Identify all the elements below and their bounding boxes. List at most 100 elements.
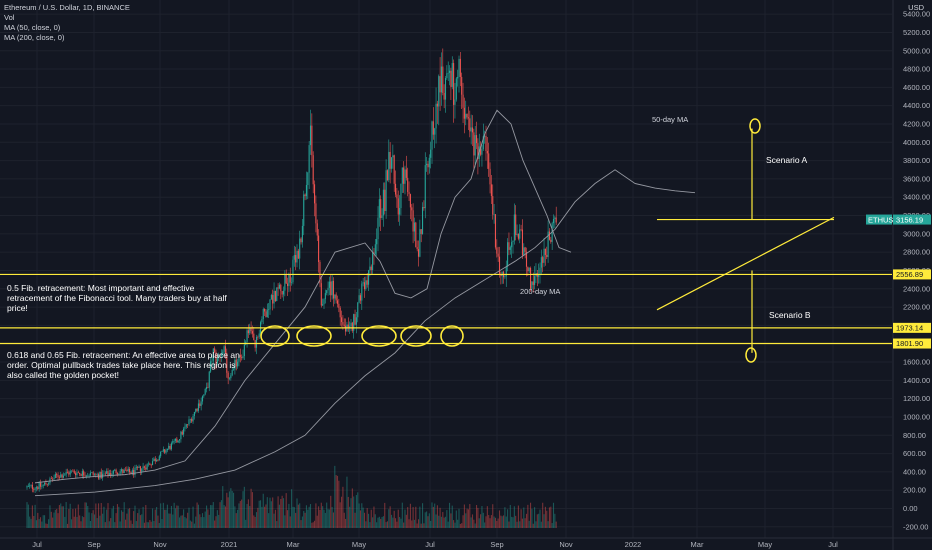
candle-body <box>546 254 548 258</box>
candle-body <box>482 136 484 150</box>
candle-body <box>77 472 79 473</box>
y-tick-label: 0.00 <box>903 504 918 513</box>
candle-body <box>323 299 325 305</box>
volume-bar <box>108 521 110 528</box>
candle-body <box>351 322 353 331</box>
candle-body <box>37 487 39 489</box>
currency-label[interactable]: USD <box>908 3 924 12</box>
volume-bar <box>284 515 286 528</box>
volume-bar <box>488 514 490 528</box>
y-tick-label: 2800.00 <box>903 248 930 257</box>
volume-bar <box>239 501 241 528</box>
candle-body <box>92 472 94 475</box>
y-tick-label: 1600.00 <box>903 358 930 367</box>
volume-bar <box>440 516 442 528</box>
candle-body <box>282 290 285 295</box>
volume-bar <box>312 522 314 528</box>
volume-bar <box>370 509 372 528</box>
volume-bar <box>170 505 172 528</box>
candle-body <box>393 155 395 184</box>
candle-body <box>166 448 168 451</box>
candle-body <box>103 473 105 475</box>
volume-bar <box>215 516 217 528</box>
volume-bar <box>84 502 86 528</box>
candle-body <box>307 172 309 185</box>
candle-body <box>35 487 37 489</box>
ma50-label: 50-day MA <box>652 115 689 124</box>
candle-body <box>319 261 321 284</box>
candle-body <box>214 348 216 352</box>
volume-bar <box>355 495 357 528</box>
volume-bar <box>470 517 472 528</box>
candle-body <box>492 196 494 215</box>
volume-bar <box>85 502 87 528</box>
candle-body <box>548 231 550 240</box>
candle-body <box>440 66 442 93</box>
candle-body <box>93 474 96 475</box>
volume-bar <box>66 523 69 528</box>
y-tick-label: 1400.00 <box>903 376 930 385</box>
candle-body <box>160 451 162 457</box>
candle-body <box>427 163 429 168</box>
volume-bar <box>362 507 364 528</box>
volume-bar <box>289 516 291 528</box>
volume-bar <box>422 503 424 528</box>
volume-bar <box>158 523 160 528</box>
volume-bar <box>137 513 139 528</box>
candle-body <box>543 248 545 263</box>
time-axis[interactable]: Jul Sep Nov 2021 Mar May Jul Sep Nov 2022 Mar May Ju… <box>0 537 932 549</box>
volume-bar <box>37 512 39 528</box>
volume-bar <box>443 517 445 528</box>
candle-body <box>255 336 258 348</box>
volume-bar <box>319 509 321 528</box>
candle-body <box>489 168 491 185</box>
volume-bar <box>228 491 231 528</box>
candle-body <box>455 78 457 100</box>
candle-body <box>261 318 263 323</box>
candle-body <box>511 242 513 248</box>
candle-body <box>420 229 422 234</box>
candle-body <box>158 456 160 461</box>
candle-body <box>237 361 239 367</box>
volume-bar <box>366 508 368 528</box>
candle-body <box>432 121 434 135</box>
candle-body <box>273 290 275 304</box>
candle-body <box>179 439 181 441</box>
volume-bar <box>261 506 263 528</box>
volume-bar <box>523 507 525 528</box>
candle-body <box>249 327 251 334</box>
volume-bar <box>397 509 399 528</box>
candle-body <box>272 295 274 304</box>
candle-body <box>480 146 482 155</box>
y-tick-label: 5400.00 <box>903 10 930 19</box>
y-tick-label: 2400.00 <box>903 284 930 293</box>
candle-body <box>253 333 255 341</box>
volume-bar <box>234 506 236 528</box>
y-tick-label: 600.00 <box>903 449 926 458</box>
volume-bar <box>288 503 290 528</box>
volume-bar <box>532 523 534 528</box>
volume-bar <box>336 475 339 528</box>
candle-body <box>303 194 305 226</box>
candle-body <box>516 233 518 235</box>
volume-bar <box>57 513 59 528</box>
y-tick-label: 3600.00 <box>903 174 930 183</box>
volume-bar <box>172 514 174 528</box>
x-tick-label: Mar <box>691 540 704 549</box>
candle-body <box>220 354 222 356</box>
volume-bar <box>295 512 297 528</box>
candle-body <box>183 428 185 435</box>
volume-bar <box>145 505 147 528</box>
volume-bar <box>191 521 193 528</box>
y-tick-label: 200.00 <box>903 486 926 495</box>
volume-bar <box>104 522 106 528</box>
volume-bar <box>451 505 453 528</box>
candle-body <box>324 293 326 300</box>
candle-body <box>145 467 147 470</box>
volume-bar <box>481 506 483 528</box>
volume-bar <box>386 521 388 528</box>
candle-body <box>458 58 460 77</box>
candle-body <box>377 217 379 240</box>
x-tick-label: May <box>758 540 772 549</box>
